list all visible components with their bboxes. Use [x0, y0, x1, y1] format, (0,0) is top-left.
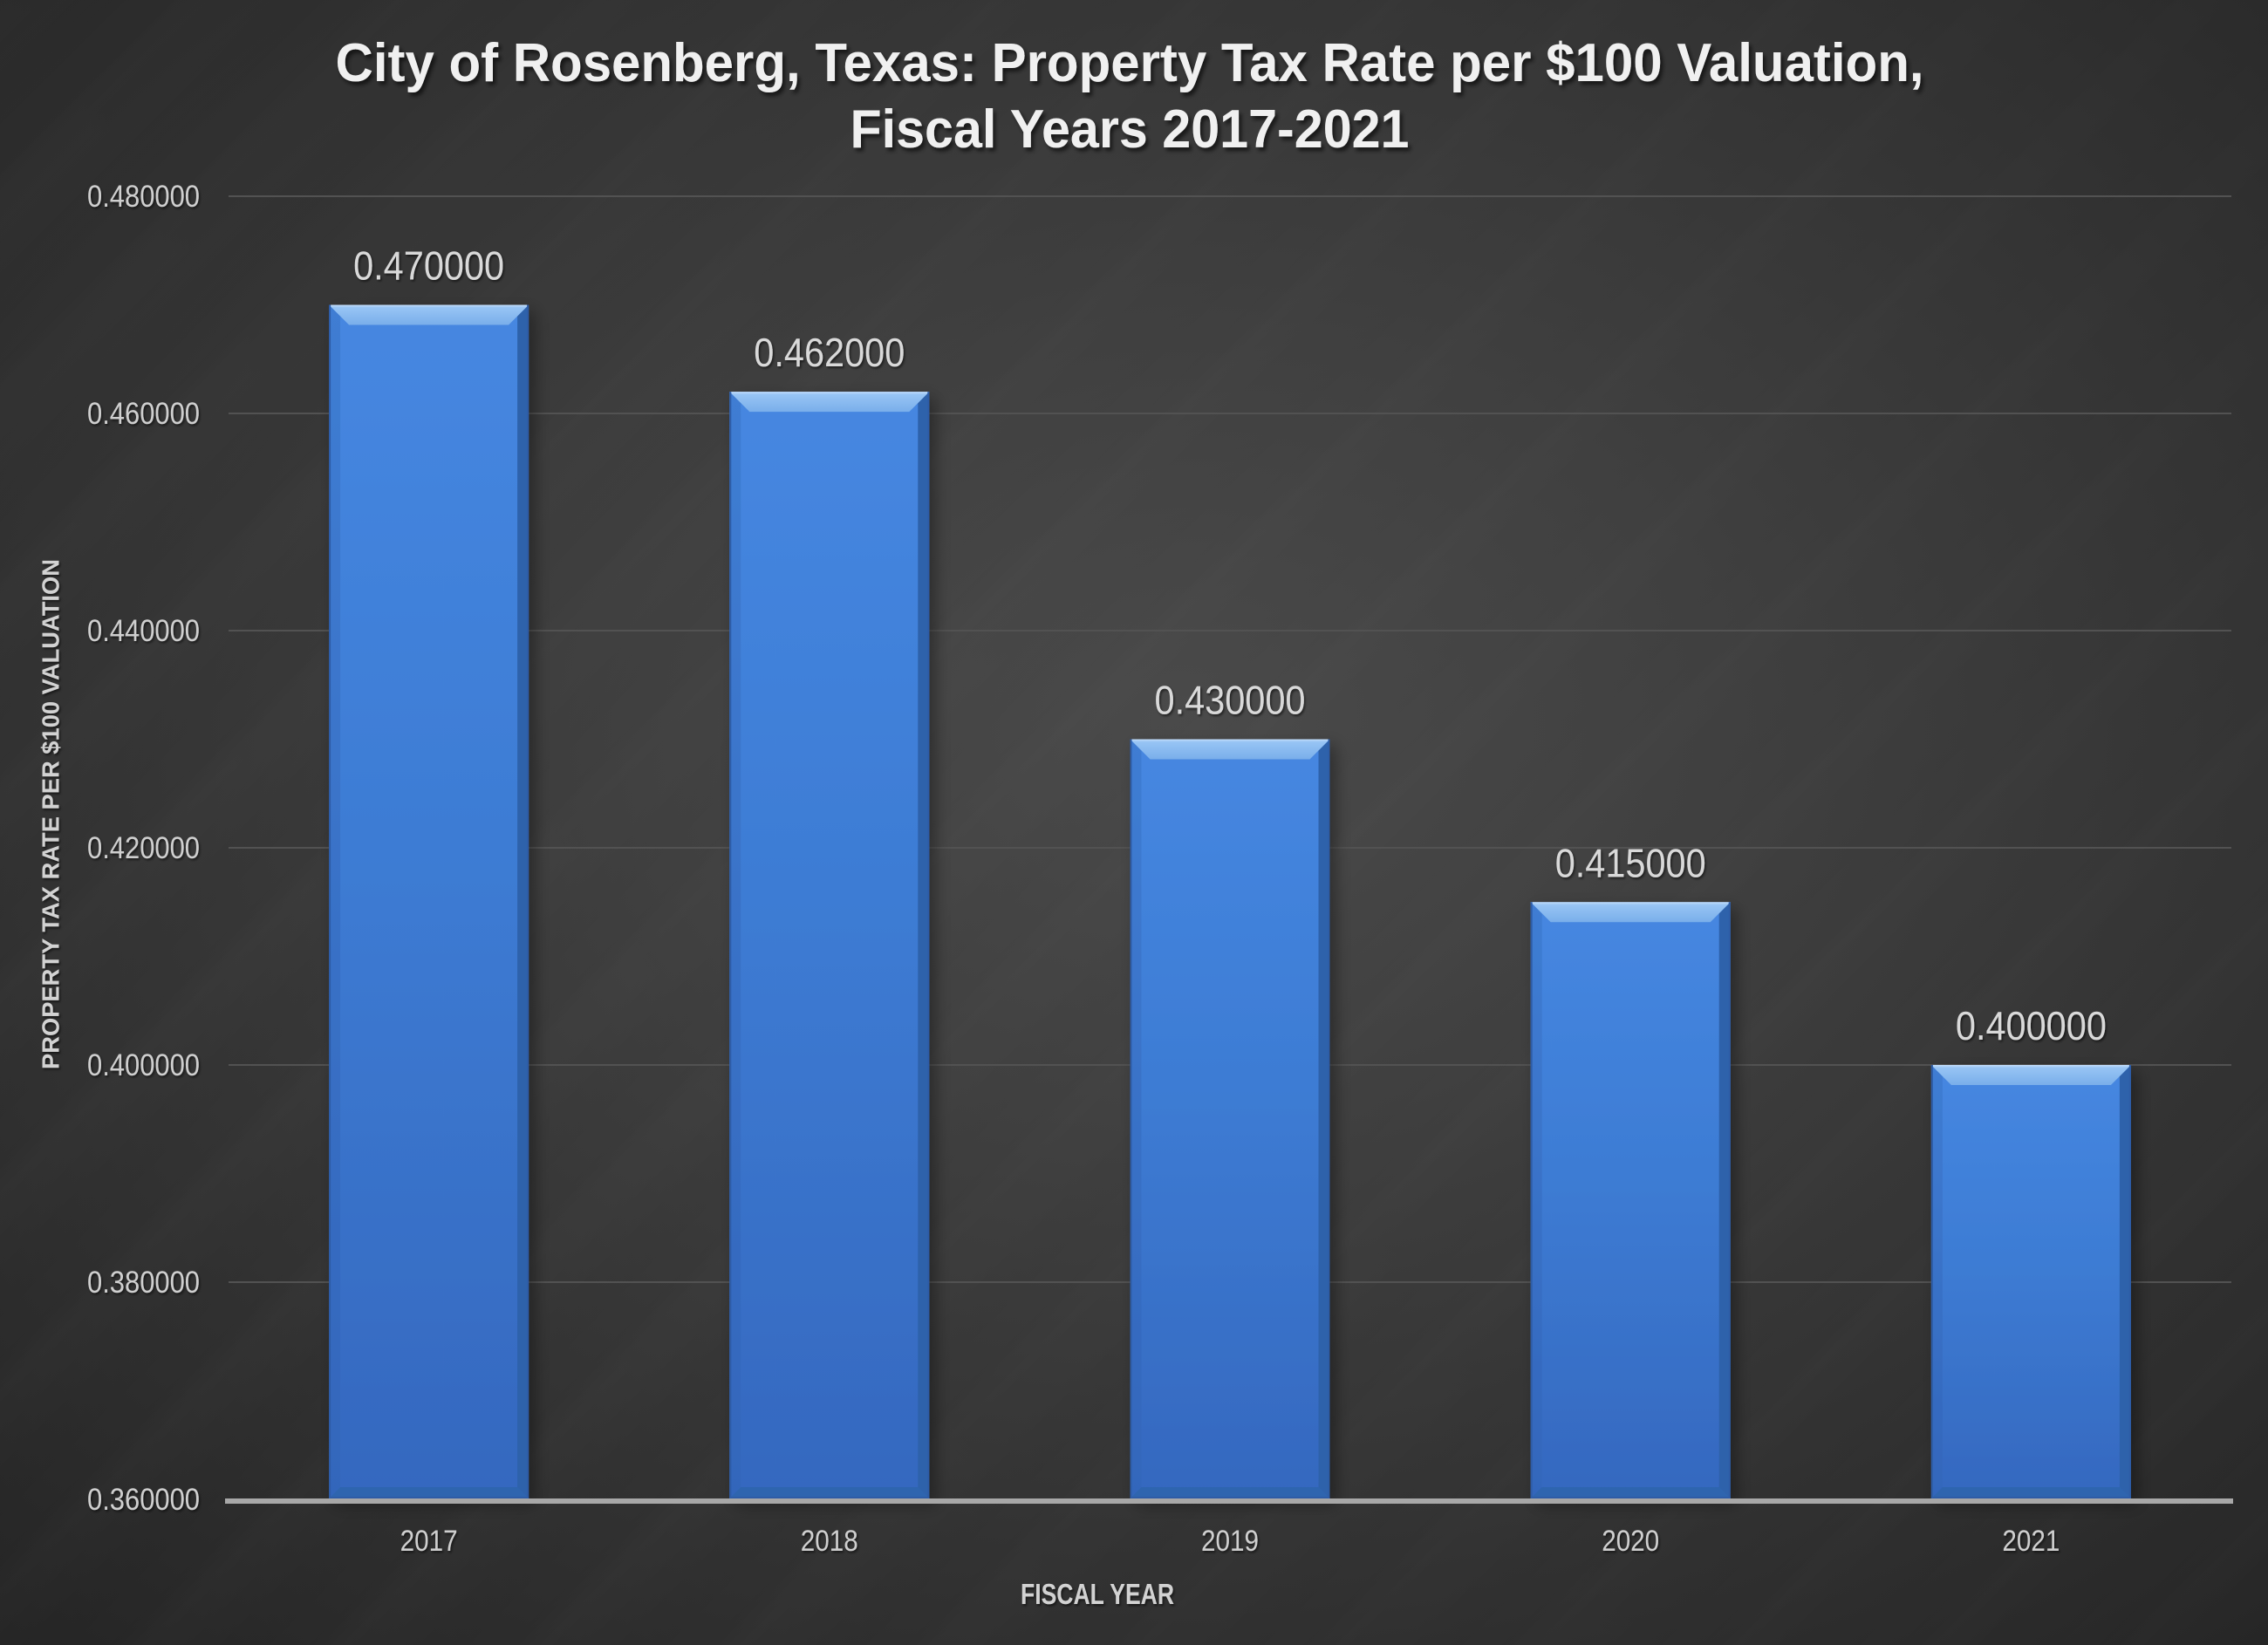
svg-text:0.400000: 0.400000 — [1956, 1003, 2107, 1048]
svg-text:0.462000: 0.462000 — [754, 330, 905, 375]
svg-text:0.415000: 0.415000 — [1555, 840, 1706, 885]
svg-text:0.480000: 0.480000 — [87, 180, 200, 214]
svg-text:0.460000: 0.460000 — [87, 397, 200, 431]
svg-text:0.470000: 0.470000 — [353, 243, 504, 289]
svg-text:0.440000: 0.440000 — [87, 614, 200, 648]
svg-text:FISCAL YEAR: FISCAL YEAR — [1021, 1578, 1174, 1610]
svg-text:2019: 2019 — [1201, 1525, 1259, 1558]
svg-text:2018: 2018 — [801, 1525, 858, 1558]
svg-text:0.400000: 0.400000 — [87, 1048, 200, 1082]
svg-text:0.380000: 0.380000 — [87, 1266, 200, 1300]
svg-text:0.430000: 0.430000 — [1155, 678, 1306, 723]
svg-text:2020: 2020 — [1602, 1525, 1659, 1558]
svg-text:2021: 2021 — [2002, 1525, 2060, 1558]
svg-text:City of Rosenberg, Texas: Prop: City of Rosenberg, Texas: Property Tax R… — [336, 33, 1924, 93]
svg-text:PROPERTY TAX RATE PER $100 VAL: PROPERTY TAX RATE PER $100 VALUATION — [38, 559, 65, 1069]
svg-text:2017: 2017 — [400, 1525, 458, 1558]
svg-text:Fiscal Years 2017-2021: Fiscal Years 2017-2021 — [850, 99, 1410, 160]
svg-text:0.420000: 0.420000 — [87, 831, 200, 865]
svg-text:0.360000: 0.360000 — [87, 1483, 200, 1517]
